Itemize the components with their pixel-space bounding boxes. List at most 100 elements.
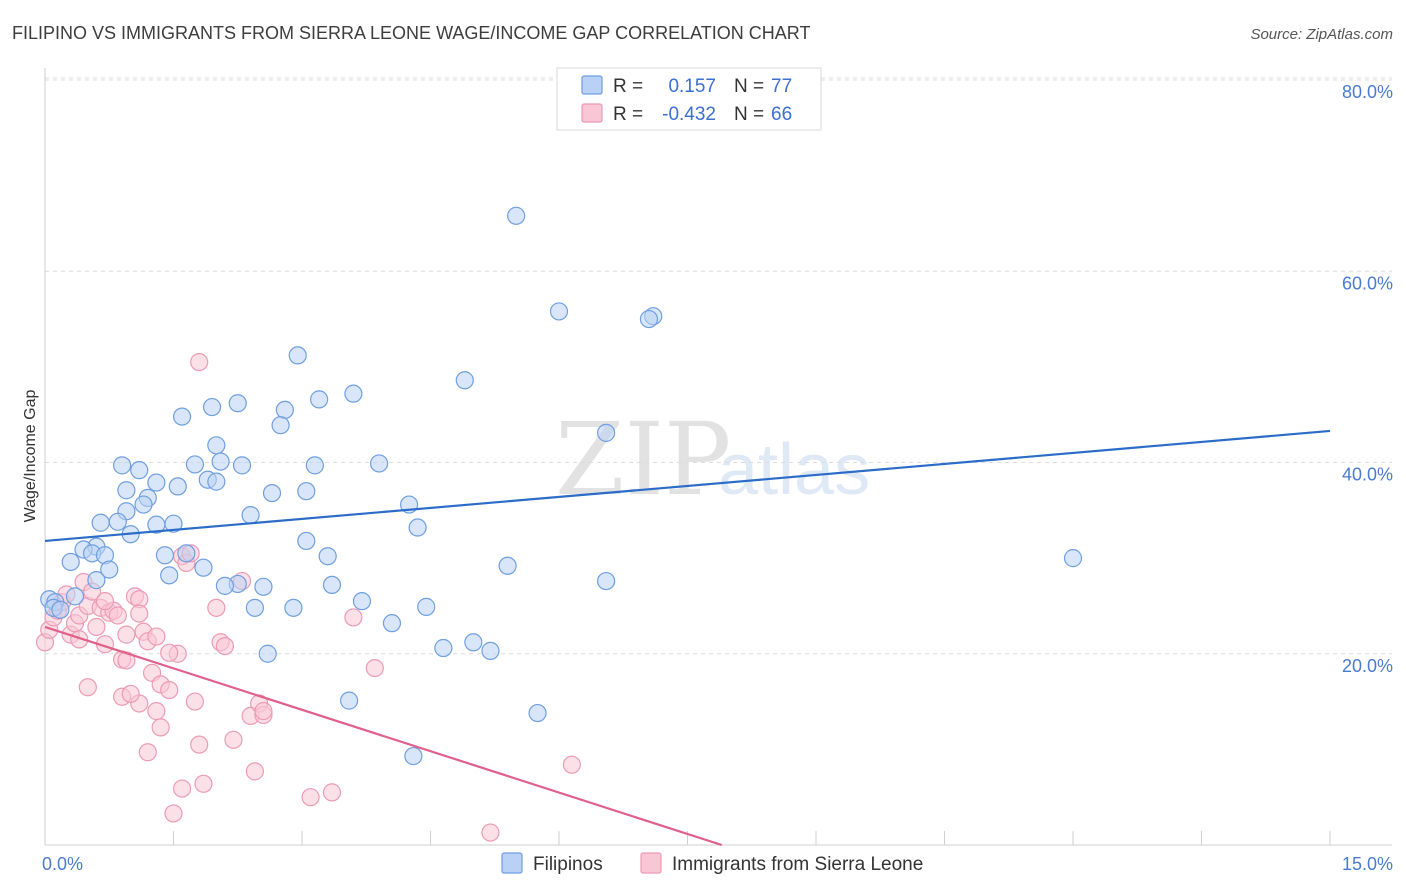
chart-title: FILIPINO VS IMMIGRANTS FROM SIERRA LEONE… [12,23,810,43]
point-sierra-leone-39 [207,598,226,617]
point-sierra-leone-53 [562,755,581,774]
point-filipinos-21 [130,461,149,480]
point-filipinos-47 [318,547,337,566]
point-filipinos-7 [310,390,329,409]
y-tick-label-0: 20.0% [1342,656,1393,676]
legend-swatch-filipinos [581,75,603,95]
y-tick-labels: 20.0% 40.0% 60.0% 80.0% [1342,82,1393,676]
point-sierra-leone-38 [164,804,183,823]
point-filipinos-24 [147,473,166,492]
point-sierra-leone-25 [147,627,166,646]
point-sierra-leone-61 [70,630,89,649]
y-axis-label: Wage/Income Gap [22,390,39,523]
point-sierra-leone-49 [322,783,342,802]
point-sierra-leone-35 [190,735,209,754]
point-filipinos-38 [408,518,427,537]
point-filipinos-33 [241,505,260,525]
trend-layer [44,429,1331,847]
point-filipinos-17 [232,456,252,475]
point-filipinos-46 [177,544,196,563]
point-filipinos-74 [340,691,359,710]
point-filipinos-13 [597,423,616,442]
point-filipinos-72 [258,644,277,663]
point-sierra-leone-17 [108,606,127,625]
point-filipinos-59 [65,587,85,606]
point-sierra-leone-12 [87,617,106,637]
point-filipinos-11 [172,407,192,426]
point-filipinos-54 [597,571,616,591]
chart-source: Source: ZipAtlas.com [1250,26,1393,43]
point-sierra-leone-65 [130,604,149,623]
point-filipinos-30 [134,495,153,514]
point-sierra-leone-58 [117,651,136,670]
points-layer [35,206,1083,842]
point-filipinos-45 [155,546,175,565]
point-filipinos-56 [254,577,273,596]
point-filipinos-48 [61,552,80,572]
point-sierra-leone-52 [481,823,500,842]
point-sierra-leone-48 [301,788,320,807]
point-filipinos-5 [455,371,474,390]
point-filipinos-3 [639,309,659,329]
point-sierra-leone-32 [147,702,166,721]
point-sierra-leone-63 [160,643,179,662]
y-tick-label-3: 80.0% [1342,82,1393,102]
point-sierra-leone-60 [138,743,157,762]
point-filipinos-71 [481,641,500,660]
point-filipinos-23 [207,472,226,491]
legend-r-label-2: R = [613,104,643,125]
legend-swatch-sierra-leone [581,103,603,123]
point-filipinos-12 [271,416,290,435]
point-sierra-leone-33 [151,718,170,737]
bottom-legend-label-sierra-leone: Immigrants from Sierra Leone [672,854,923,875]
point-sierra-leone-51 [365,658,384,678]
legend-n-value-1: 77 [771,76,792,97]
point-sierra-leone-34 [185,692,205,711]
x-tick-label-1: 15.0% [1342,854,1393,874]
point-filipinos-67 [417,597,436,616]
point-sierra-leone-54 [190,352,209,372]
x-tick-label-0: 0.0% [42,854,83,874]
bottom-legend-swatch-sierra-leone [640,852,662,874]
point-filipinos-58 [215,576,234,595]
legend-n-label-1: N = [734,76,764,97]
legend-r-value-1: 0.157 [668,76,716,97]
trend-line-filipinos [44,429,1331,543]
point-sierra-leone-27 [160,680,179,700]
point-filipinos-70 [434,638,453,658]
point-filipinos-16 [185,455,205,474]
point-filipinos-27 [262,484,282,503]
gridlines [45,77,1392,655]
x-tick-labels: 0.0% 15.0% [42,854,1393,874]
point-filipinos-1 [549,302,569,321]
point-filipinos-18 [305,456,324,475]
point-sierra-leone-42 [224,730,243,749]
point-filipinos-64 [352,592,372,611]
point-filipinos-49 [194,558,213,577]
point-filipinos-73 [1063,549,1083,568]
point-filipinos-75 [528,703,547,723]
point-filipinos-63 [51,600,70,619]
point-sierra-leone-47 [245,762,264,781]
watermark: ZIP atlas [555,401,870,518]
point-filipinos-51 [498,556,517,575]
bottom-legend-swatch-filipinos [501,852,523,874]
point-sierra-leone-62 [95,592,115,611]
point-filipinos-19 [370,454,389,473]
point-filipinos-35 [108,512,127,531]
point-filipinos-15 [211,452,230,471]
point-filipinos-37 [164,514,183,533]
watermark-atlas: atlas [718,430,870,510]
point-sierra-leone-36 [194,774,213,793]
point-filipinos-4 [288,346,307,365]
point-filipinos-42 [297,531,316,551]
point-filipinos-76 [404,746,423,766]
point-filipinos-55 [322,575,342,595]
point-filipinos-20 [112,456,132,475]
point-filipinos-50 [100,560,119,579]
point-filipinos-53 [87,571,106,590]
point-filipinos-9 [202,397,222,417]
point-filipinos-69 [464,633,483,652]
point-sierra-leone-37 [172,779,192,798]
